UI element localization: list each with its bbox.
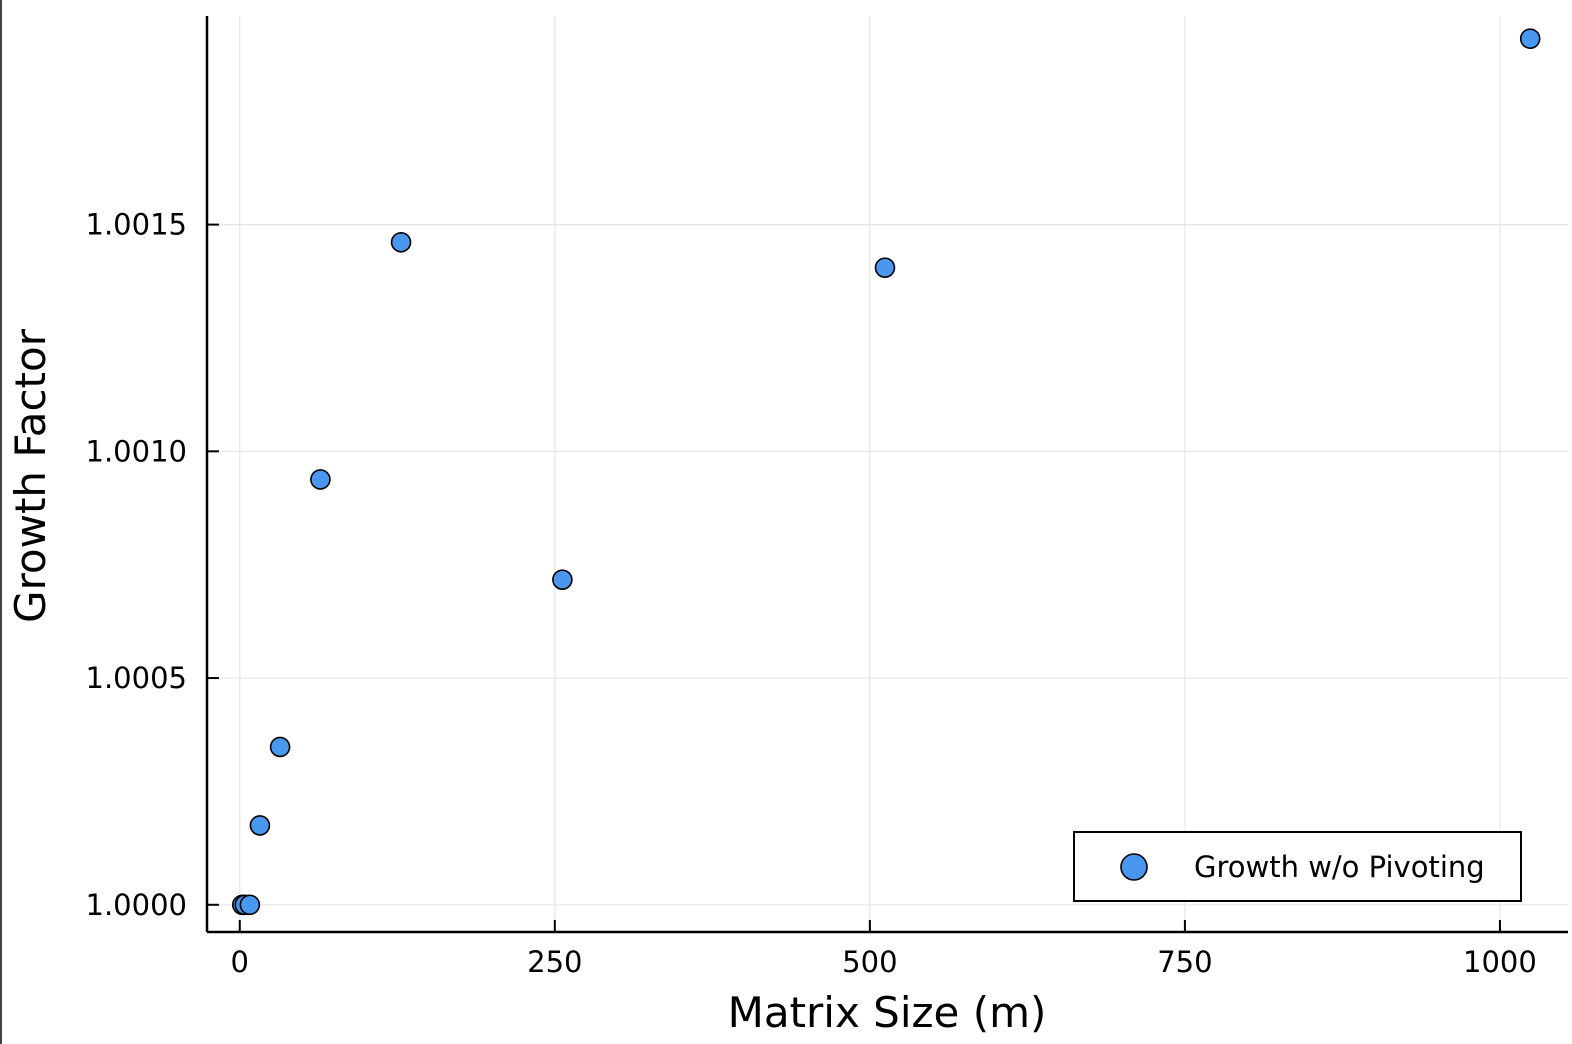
x-axis-title: Matrix Size (m) bbox=[728, 988, 1047, 1037]
data-points bbox=[231, 28, 1541, 916]
y-tick-label: 1.0015 bbox=[86, 208, 187, 242]
data-point bbox=[239, 894, 261, 916]
data-point bbox=[269, 736, 291, 758]
data-point bbox=[310, 469, 331, 490]
y-tick-label: 1.0000 bbox=[86, 888, 187, 922]
data-point bbox=[552, 569, 573, 590]
window-border bbox=[0, 0, 2, 1044]
legend-box bbox=[1073, 831, 1522, 902]
x-tick-label: 0 bbox=[231, 945, 249, 979]
legend: Growth w/o Pivoting bbox=[1073, 831, 1522, 902]
x-tick-label: 250 bbox=[527, 945, 582, 979]
y-tick-label: 1.0005 bbox=[86, 661, 187, 695]
y-tick-label: 1.0010 bbox=[86, 434, 187, 468]
data-point bbox=[874, 257, 896, 278]
legend-marker bbox=[1120, 853, 1148, 881]
x-tick-label: 750 bbox=[1157, 945, 1212, 979]
x-tick-label: 500 bbox=[842, 945, 897, 979]
legend-label: Growth w/o Pivoting bbox=[1194, 850, 1485, 884]
data-point bbox=[390, 231, 412, 253]
axes bbox=[205, 16, 1568, 934]
data-point bbox=[249, 815, 271, 836]
data-point bbox=[1519, 28, 1541, 49]
ticks: 0 250 500 750 1000 1.0000 1.0005 1.0010 1.0015 bbox=[86, 208, 1537, 979]
x-tick-label: 1000 bbox=[1463, 945, 1537, 979]
grid bbox=[207, 16, 1568, 932]
y-axis-title: Growth Factor bbox=[6, 328, 55, 623]
